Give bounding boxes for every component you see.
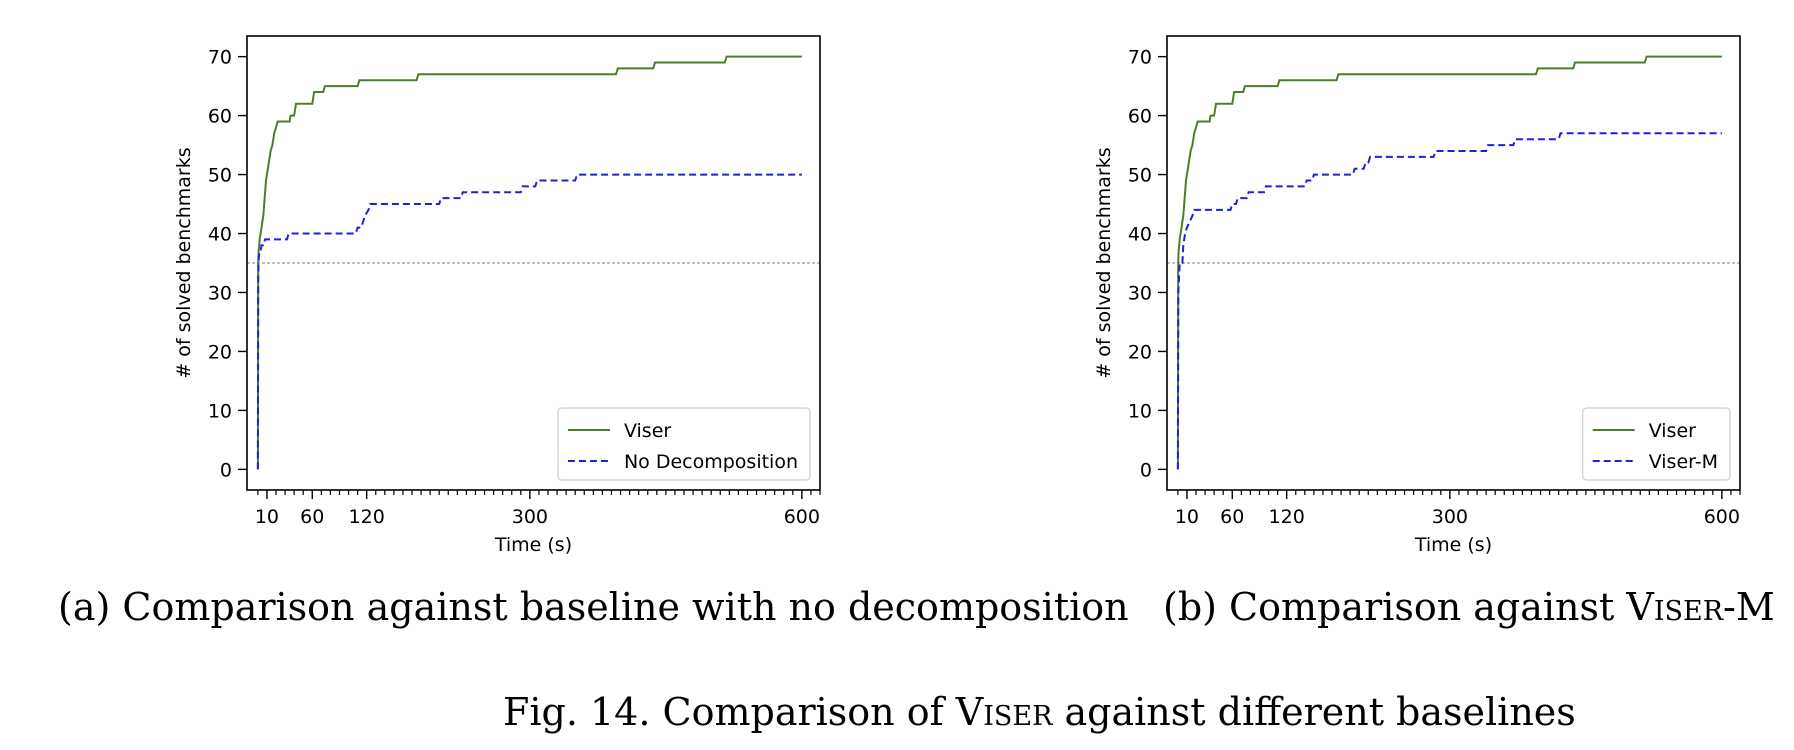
legend-label-2: No Decomposition (624, 451, 798, 473)
series-line-2 (1176, 132, 1722, 470)
figure-caption-prefix: Fig. 14. Comparison of (503, 690, 956, 734)
y-tick-label: 0 (1140, 459, 1152, 481)
caption-a: (a) Comparison against baseline with no … (58, 585, 1129, 629)
x-axis-label: Time (s) (494, 534, 572, 556)
y-tick-label: 70 (1128, 47, 1152, 69)
x-tick-label: 10 (255, 506, 279, 528)
x-tick-label: 120 (349, 506, 385, 528)
caption-b-name: Viser (1626, 585, 1724, 629)
y-tick-label: 40 (208, 224, 232, 246)
series-line-1 (1176, 55, 1722, 470)
chart-b: 10 60 120 300 600 0 10 20 30 40 50 60 70 Time (s) # of… (1093, 35, 1741, 556)
y-tick-label: 60 (1128, 106, 1152, 128)
x-axis-label: Time (s) (1414, 534, 1492, 556)
chart-a: 10 60 120 300 600 0 10 20 30 40 50 60 70 Time (s) # of… (173, 35, 821, 556)
legend-label-1: Viser (1649, 420, 1696, 442)
y-tick-label: 10 (1128, 400, 1152, 422)
series-line-1 (256, 55, 802, 470)
series-line-2 (256, 173, 802, 470)
x-tick-label: 60 (300, 506, 324, 528)
y-tick-label: 20 (208, 341, 232, 363)
y-tick-label: 30 (1128, 282, 1152, 304)
caption-b-prefix: (b) Comparison against (1163, 585, 1627, 629)
figure-caption-suffix: against different baselines (1052, 690, 1576, 734)
y-axis-label: # of solved benchmarks (1093, 147, 1115, 378)
x-tick-label: 300 (512, 506, 548, 528)
legend: Viser No Decomposition (557, 407, 811, 481)
figure-caption-name: Viser (955, 690, 1053, 734)
caption-b-suffix: -M (1723, 585, 1775, 629)
x-tick-label: 120 (1269, 506, 1305, 528)
legend-label-2: Viser-M (1649, 451, 1718, 473)
x-tick-label: 600 (1704, 506, 1740, 528)
y-tick-label: 50 (1128, 165, 1152, 187)
figure-caption: Fig. 14. Comparison of Viser against dif… (503, 690, 1576, 734)
legend-box (557, 407, 811, 481)
y-tick-label: 0 (220, 459, 232, 481)
plot-frame (1166, 35, 1741, 491)
y-tick-label: 10 (208, 400, 232, 422)
legend: Viser Viser-M (1582, 407, 1731, 481)
y-tick-label: 40 (1128, 224, 1152, 246)
y-tick-label: 60 (208, 106, 232, 128)
caption-b: (b) Comparison against Viser-M (1163, 585, 1775, 629)
y-axis-label: # of solved benchmarks (173, 147, 195, 378)
x-tick-label: 10 (1175, 506, 1199, 528)
y-tick-label: 50 (208, 165, 232, 187)
legend-label-1: Viser (624, 420, 671, 442)
y-tick-label: 20 (1128, 341, 1152, 363)
plot-frame (246, 35, 821, 491)
y-tick-label: 30 (208, 282, 232, 304)
x-tick-label: 600 (784, 506, 820, 528)
y-tick-label: 70 (208, 47, 232, 69)
x-tick-label: 60 (1220, 506, 1244, 528)
x-tick-label: 300 (1432, 506, 1468, 528)
